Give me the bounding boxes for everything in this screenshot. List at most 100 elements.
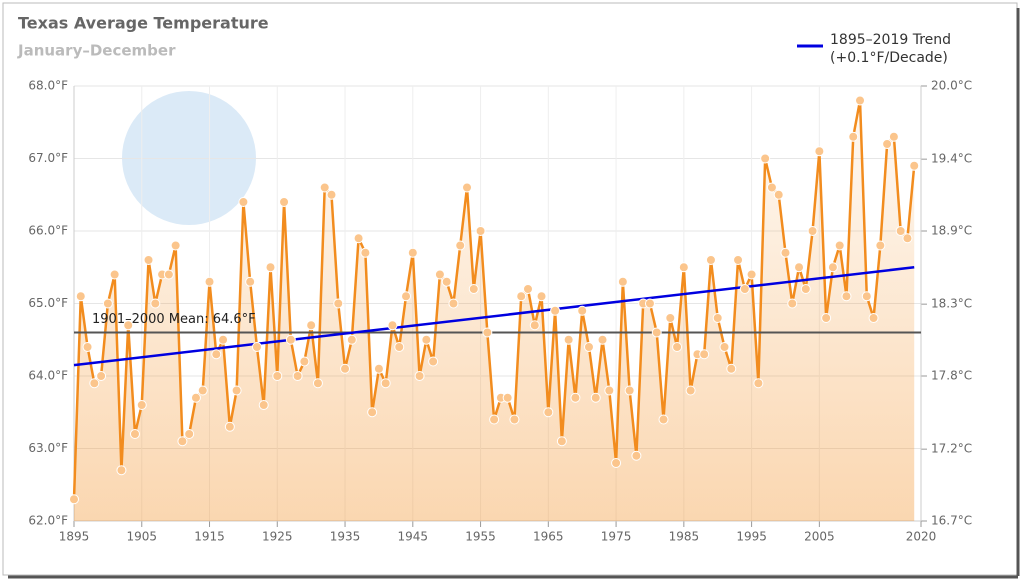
point [89,378,100,389]
point [882,139,893,149]
point [373,363,384,374]
point [170,240,181,251]
point [468,284,479,294]
point [509,414,520,425]
point [109,269,120,280]
x-tick-label: 1985 [669,530,700,544]
point [224,421,235,432]
point [489,414,500,425]
point [888,131,899,142]
point [665,313,676,323]
point [238,197,249,207]
point [143,255,154,265]
legend-label: (+0.1°F/Decade) [830,50,948,66]
point [699,349,710,360]
point [827,262,838,273]
y-tick-label: 66.0°F [28,224,68,238]
mean-label: 1901–2000 Mean: 64.6°F [92,312,256,327]
point [807,226,818,236]
point [394,342,405,352]
x-tick-label: 1975 [601,530,632,544]
point [401,291,412,302]
point [529,320,540,331]
point [414,371,425,381]
x-tick-label: 2005 [804,530,835,544]
y-tick-label: 62.0°F [28,514,68,528]
point [184,429,195,439]
point [326,189,337,200]
point [909,160,920,171]
point [556,436,567,447]
point [536,291,547,302]
point [190,392,201,403]
x-tick-label: 1895 [59,530,90,544]
y2-tick-label: 18.9°C [931,224,972,238]
x-tick-label: 1925 [262,530,293,544]
point [604,385,615,396]
point [245,276,256,287]
point [69,494,79,505]
point [475,226,486,236]
point [753,378,764,389]
y-tick-label: 68.0°F [28,79,68,93]
point [340,363,351,374]
point [218,334,229,345]
point [773,189,784,200]
y2-tick-label: 17.2°C [931,442,972,456]
point [780,247,791,258]
y2-tick-label: 17.8°C [931,369,972,383]
point [150,298,161,309]
point [333,298,344,309]
x-tick-label: 2020 [906,530,937,544]
point [163,269,174,280]
x-tick-label: 1955 [465,530,496,544]
x-tick-label: 1935 [330,530,361,544]
point [421,334,432,345]
point [197,385,208,396]
point [611,458,622,468]
point [455,240,466,251]
point [123,320,134,331]
y2-tick-label: 18.3°C [931,297,972,311]
point [855,95,866,106]
point [617,276,628,287]
point [231,385,242,396]
point [658,414,669,425]
point [787,298,798,309]
point [577,305,588,316]
point [312,378,323,389]
x-tick-label: 1995 [736,530,767,544]
point [624,385,635,396]
point [543,407,554,418]
point [631,450,642,461]
point [895,226,906,236]
point [712,313,723,323]
point [177,436,188,447]
point [814,146,825,157]
point [597,334,608,345]
point [733,255,744,265]
point [129,429,140,439]
point [75,291,86,302]
x-tick-label: 1965 [533,530,564,544]
point [367,407,378,418]
legend-label: 1895–2019 Trend [830,32,951,48]
point [116,465,127,476]
y2-tick-label: 19.4°C [931,152,972,166]
y-tick-label: 64.0°F [28,369,68,383]
point [760,153,771,164]
chart-title: Texas Average Temperature [18,14,269,33]
point [550,305,561,316]
point [821,313,832,323]
y-tick-label: 67.0°F [28,151,68,165]
point [462,182,473,193]
point [794,262,805,273]
point [299,356,310,367]
point [319,182,330,193]
point [285,334,296,345]
y2-tick-label: 20.0°C [931,79,972,93]
point [136,400,147,410]
point [848,131,859,142]
point [292,371,303,381]
point [360,247,371,258]
